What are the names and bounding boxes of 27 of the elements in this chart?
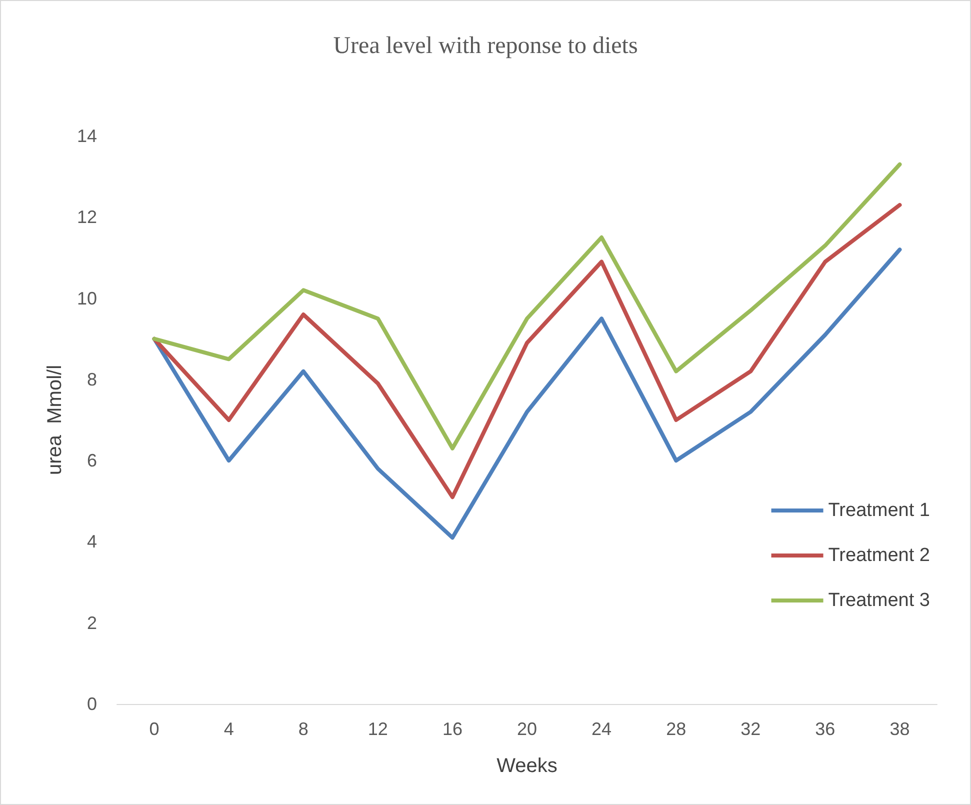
x-tick-label: 38 [890,719,910,739]
x-tick-label: 12 [368,719,388,739]
y-axis-title: urea Mmol/l [44,364,66,476]
x-tick-label: 32 [740,719,761,739]
line-series [152,202,902,500]
y-tick-label: 14 [76,126,97,146]
x-tick-label: 36 [815,719,836,739]
x-tick-label: 0 [149,719,160,739]
x-tick-label: 28 [666,719,686,739]
y-tick-label: 0 [86,694,97,714]
chart-title: Urea level with reponse to diets [333,33,638,59]
y-tick-label: 12 [76,207,97,228]
x-tick-label: 16 [442,719,462,739]
y-tick-label: 8 [86,369,97,390]
x-tick-label: 24 [592,719,612,739]
line-series [152,162,902,450]
y-tick-label: 4 [86,532,97,552]
y-tick-label: 6 [86,450,97,471]
y-tick-label: 10 [76,288,97,308]
x-axis-title: Weeks [496,755,558,777]
y-tick-label: 2 [86,612,97,633]
legend-label: Treatment 3 [828,590,930,611]
x-tick-label: 20 [516,719,538,739]
x-tick-label: 4 [224,719,234,739]
legend-label: Treatment 2 [828,545,930,566]
x-tick-label: 8 [298,719,308,739]
legend-label: Treatment 1 [828,500,930,521]
